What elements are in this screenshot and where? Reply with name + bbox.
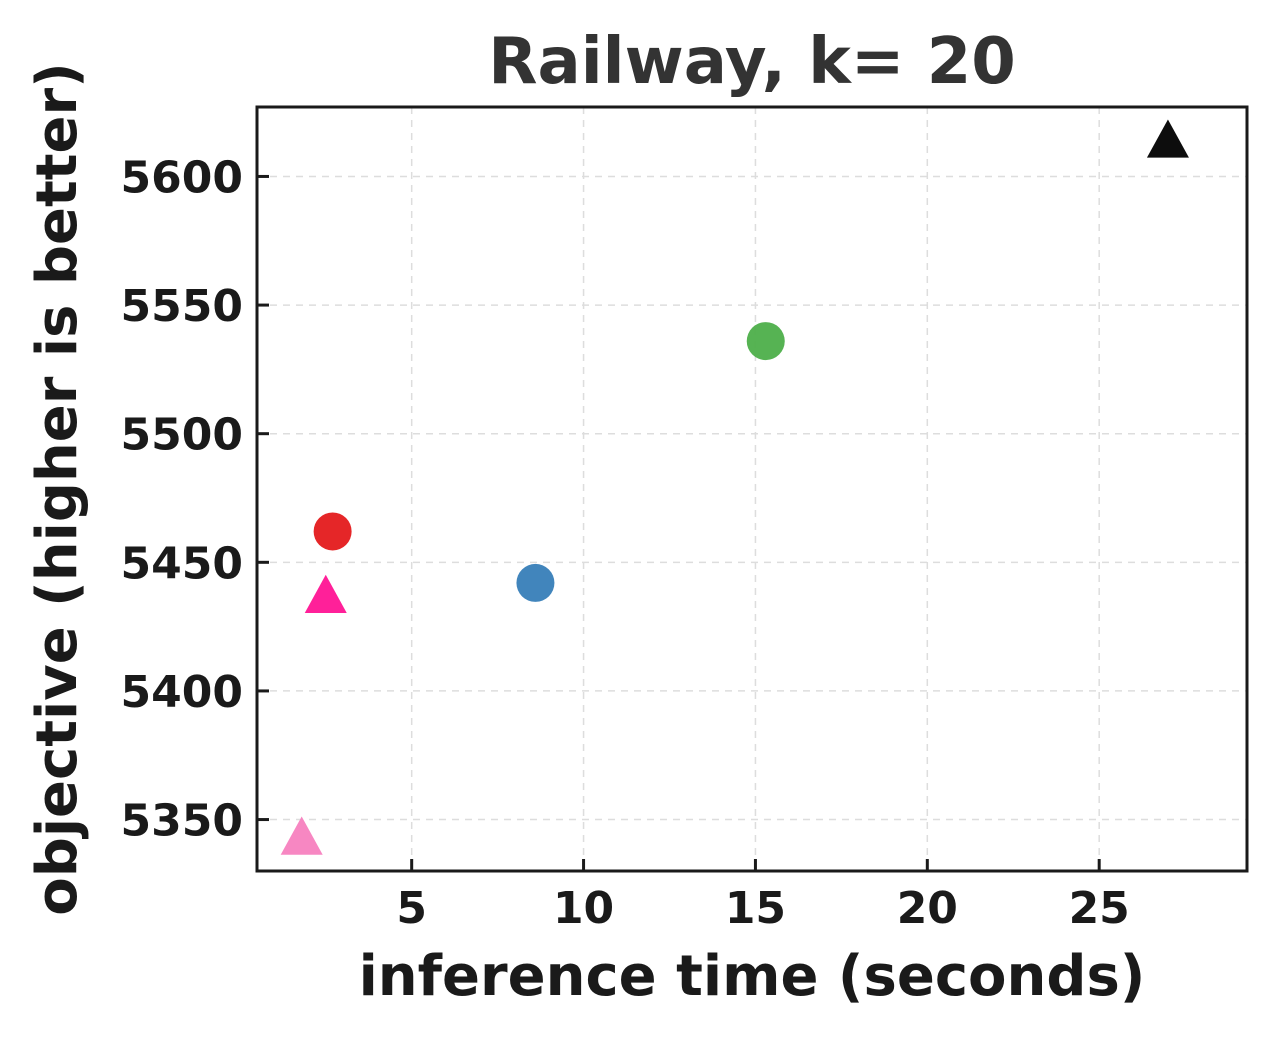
- y-axis-label: objective (higher is better): [25, 62, 90, 915]
- data-points: [280, 119, 1189, 855]
- data-point-circle: [746, 322, 785, 361]
- y-tick-label: 5600: [121, 152, 243, 203]
- x-tick-label: 15: [725, 883, 786, 934]
- data-point-triangle: [280, 816, 323, 855]
- chart-title: Railway, k= 20: [488, 25, 1016, 99]
- x-tick-label: 20: [897, 883, 958, 934]
- x-tick-label: 5: [396, 883, 427, 934]
- data-point-triangle: [1146, 119, 1189, 158]
- y-tick-label: 5500: [121, 410, 243, 461]
- x-axis-label: inference time (seconds): [359, 944, 1146, 1009]
- y-tick-label: 5550: [121, 281, 243, 332]
- x-tick-label: 25: [1069, 883, 1130, 934]
- grid: [257, 107, 1247, 871]
- data-point-circle: [516, 563, 555, 602]
- data-point-triangle: [304, 574, 347, 613]
- data-point-circle: [313, 512, 352, 551]
- axis-ticks: 5 10 15 20 25 5350 5400 5450 5500 5550 5600: [121, 152, 1130, 934]
- plot-area-frame: [255, 105, 1249, 873]
- y-tick-label: 5400: [121, 667, 243, 718]
- y-tick-label: 5450: [121, 538, 243, 589]
- y-tick-label: 5350: [121, 796, 243, 847]
- x-tick-label: 10: [553, 883, 614, 934]
